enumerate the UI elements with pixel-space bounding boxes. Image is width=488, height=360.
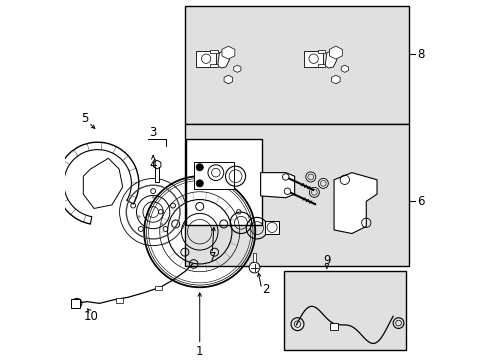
- Circle shape: [138, 216, 140, 218]
- Circle shape: [152, 196, 154, 198]
- Text: 2: 2: [262, 283, 269, 296]
- Bar: [155, 286, 162, 290]
- Text: 3: 3: [149, 126, 157, 139]
- Polygon shape: [153, 160, 161, 169]
- Circle shape: [196, 164, 203, 171]
- Bar: [115, 298, 122, 303]
- Text: 4: 4: [149, 158, 157, 171]
- Bar: [253, 253, 255, 262]
- Bar: [330, 323, 337, 329]
- Bar: [71, 299, 80, 308]
- Bar: [317, 64, 325, 67]
- Bar: [210, 50, 217, 53]
- Text: 1: 1: [196, 345, 203, 357]
- Polygon shape: [224, 75, 232, 84]
- Bar: [186, 139, 261, 225]
- Bar: [155, 165, 159, 183]
- Bar: [284, 271, 406, 350]
- Circle shape: [282, 174, 288, 180]
- Bar: [185, 6, 408, 124]
- Bar: [264, 221, 278, 234]
- Text: 5: 5: [81, 112, 89, 125]
- Text: 7: 7: [208, 251, 216, 264]
- Polygon shape: [333, 173, 376, 234]
- Polygon shape: [331, 75, 340, 84]
- Polygon shape: [217, 51, 229, 68]
- Polygon shape: [222, 46, 234, 59]
- Polygon shape: [341, 65, 347, 72]
- Text: 6: 6: [416, 195, 424, 208]
- Circle shape: [161, 223, 163, 225]
- Polygon shape: [260, 173, 294, 198]
- Circle shape: [196, 180, 203, 187]
- Polygon shape: [325, 51, 336, 68]
- Polygon shape: [83, 158, 122, 208]
- Bar: [185, 124, 408, 266]
- Bar: [303, 51, 323, 67]
- Bar: [196, 51, 215, 67]
- Bar: [317, 50, 325, 53]
- Circle shape: [284, 188, 290, 194]
- Polygon shape: [233, 65, 241, 72]
- Polygon shape: [329, 46, 342, 59]
- Bar: [194, 162, 233, 189]
- Text: 8: 8: [416, 48, 424, 61]
- Text: 10: 10: [83, 310, 99, 323]
- Circle shape: [249, 262, 259, 273]
- Text: 9: 9: [323, 254, 330, 267]
- Bar: [210, 64, 217, 67]
